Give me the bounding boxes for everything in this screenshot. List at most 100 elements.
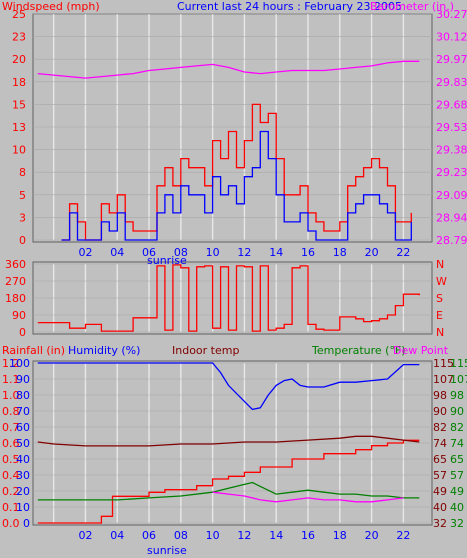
temperature-tick: 57 (450, 469, 464, 482)
temperature-tick: 49 (450, 485, 464, 498)
x-tick-label: 20 (365, 246, 379, 259)
x-tick-label: 22 (396, 529, 410, 542)
humidity-tick: 30 (16, 469, 30, 482)
barometer-tick: 29.38 (436, 144, 467, 157)
x-tick-label: 22 (396, 246, 410, 259)
temperature-tick: 82 (450, 421, 464, 434)
temperature-series (37, 481, 420, 501)
rainfall-tick: 0.2 (2, 485, 20, 498)
x-tick-label: 10 (206, 246, 220, 259)
humidity-series (37, 362, 420, 411)
indoor-temp-tick: 32 (433, 517, 447, 530)
rainfall-tick: 0.4 (2, 469, 20, 482)
dew-point-series (212, 491, 404, 503)
temperature-tick: 65 (450, 453, 464, 466)
barometer-tick: 29.09 (436, 189, 467, 202)
grid-lines (33, 13, 432, 524)
barometer-tick: 29.83 (436, 76, 467, 89)
x-tick-label: 02 (78, 246, 92, 259)
indoor-temp-tick: 90 (433, 405, 447, 418)
windspeed-tick: 15 (12, 98, 26, 111)
humidity-tick: 10 (16, 501, 30, 514)
windspeed-tick: 8 (19, 166, 26, 179)
windspeed-tick: 10 (12, 144, 26, 157)
x-tick-label: 06 (142, 529, 156, 542)
x-tick-label: 14 (269, 246, 283, 259)
rainfall-tick: 1.1 (2, 373, 20, 386)
indoor-temp-tick: 74 (433, 437, 447, 450)
barometer-tick: 30.12 (436, 31, 467, 44)
barometer-tick: 29.53 (436, 121, 467, 134)
windspeed-tick: 3 (19, 211, 26, 224)
rainfall-tick: 0.5 (2, 453, 20, 466)
direction-tick: 0 (19, 326, 26, 339)
rainfall-label: Rainfall (in) (2, 344, 65, 357)
windspeed-tick: 25 (12, 8, 26, 21)
x-tick-label: 20 (365, 529, 379, 542)
humidity-tick: 80 (16, 389, 30, 402)
barometer-tick: 29.97 (436, 53, 467, 66)
temperature-tick: 98 (450, 389, 464, 402)
x-tick-label: 16 (301, 529, 315, 542)
wind-direction-series (37, 264, 420, 332)
indoor-temp-tick: 107 (433, 373, 454, 386)
humidity-tick: 90 (16, 373, 30, 386)
humidity-tick: 60 (16, 421, 30, 434)
humidity-tick: 70 (16, 405, 30, 418)
compass-tick: E (436, 309, 443, 322)
windspeed-tick: 18 (12, 76, 26, 89)
rainfall-tick: 0.8 (2, 405, 20, 418)
rainfall-tick: 0.1 (2, 501, 20, 514)
rainfall-tick: 1.2 (2, 357, 20, 370)
x-tick-label: 04 (110, 529, 124, 542)
windspeed-series (61, 130, 412, 241)
humidity-tick: 100 (9, 357, 30, 370)
rainfall-tick: 0.0 (2, 517, 20, 530)
x-tick-label: 04 (110, 246, 124, 259)
humidity-tick: 0 (23, 517, 30, 530)
chart-title: Current last 24 hours : February 23 2005 (177, 0, 402, 13)
x-tick-label: 02 (78, 529, 92, 542)
indoor-temp-tick: 40 (433, 501, 447, 514)
temperature-tick: 107 (450, 373, 467, 386)
humidity-label: Humidity (%) (68, 344, 140, 357)
direction-tick: 90 (12, 309, 26, 322)
indoor-temp-tick: 65 (433, 453, 447, 466)
wind-panel-frame (32, 13, 433, 243)
windspeed-tick: 0 (19, 234, 26, 247)
indoor-temp-label: Indoor temp (172, 344, 239, 357)
x-tick-label: 16 (301, 246, 315, 259)
compass-tick: N (436, 326, 444, 339)
wind-gust-series (61, 103, 412, 241)
rainfall-tick: 0.7 (2, 421, 20, 434)
dew-point-label: Dew Point (393, 344, 449, 357)
rainfall-series (37, 439, 420, 524)
humidity-tick: 20 (16, 485, 30, 498)
data-series (37, 60, 420, 524)
windspeed-tick: 23 (12, 31, 26, 44)
temperature-label: Temperature (°F) (311, 344, 406, 357)
windspeed-label: Windspeed (mph) (2, 0, 100, 13)
barometer-tick: 30.27 (436, 8, 467, 21)
temperature-tick: 90 (450, 405, 464, 418)
indoor-temp-tick: 115 (433, 357, 454, 370)
barometer-series (37, 60, 420, 79)
indoor-temp-tick: 98 (433, 389, 447, 402)
barometer-tick: 29.23 (436, 166, 467, 179)
x-tick-label: 12 (237, 246, 251, 259)
x-tick-label: 08 (174, 246, 188, 259)
temperature-tick: 74 (450, 437, 464, 450)
compass-tick: W (436, 275, 447, 288)
humidity-tick: 50 (16, 437, 30, 450)
sunrise-label-bottom: sunrise (147, 544, 187, 557)
x-tick-label: 06 (142, 246, 156, 259)
barometer-tick: 28.94 (436, 211, 467, 224)
direction-tick: 180 (5, 292, 26, 305)
indoor-temp-tick: 82 (433, 421, 447, 434)
barometer-tick: 29.68 (436, 98, 467, 111)
temperature-tick: 32 (450, 517, 464, 530)
direction-tick: 270 (5, 275, 26, 288)
windspeed-tick: 5 (19, 189, 26, 202)
